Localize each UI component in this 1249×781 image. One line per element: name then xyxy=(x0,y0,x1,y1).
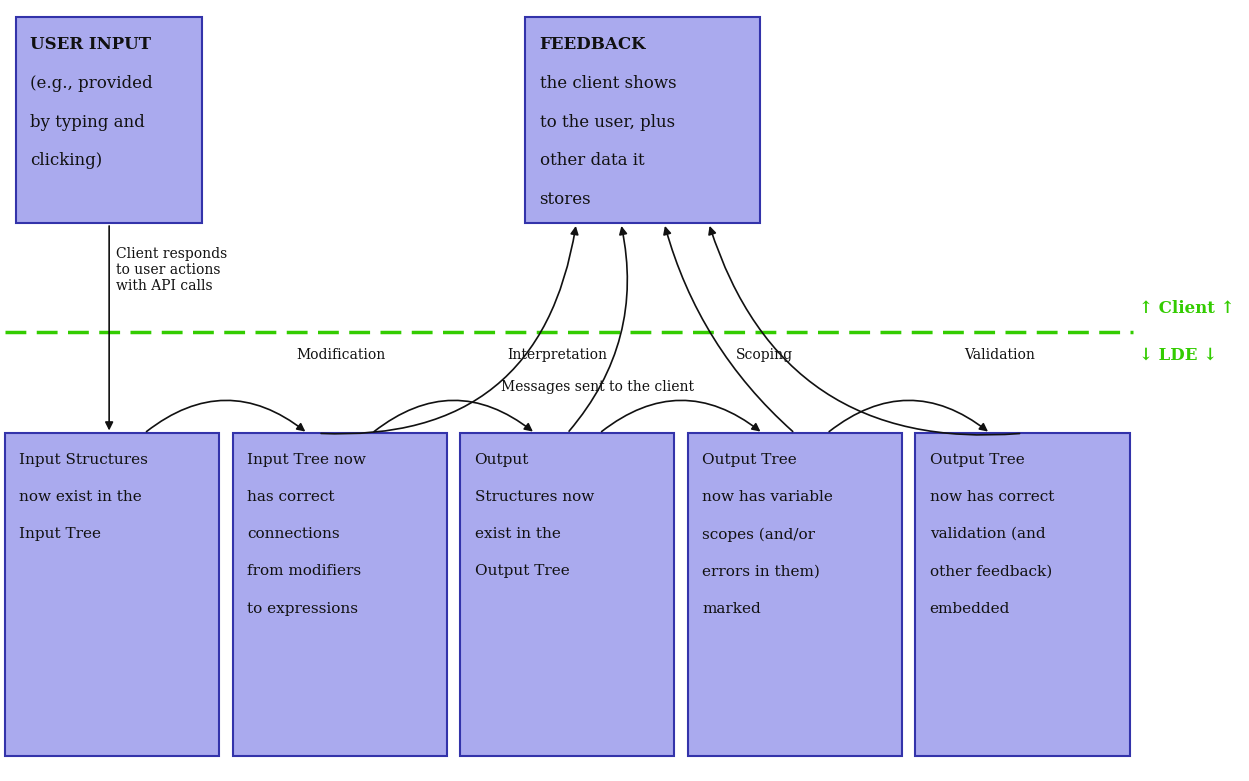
Text: (e.g., provided: (e.g., provided xyxy=(30,75,152,92)
Text: other feedback): other feedback) xyxy=(929,565,1052,579)
Text: Scoping: Scoping xyxy=(736,348,793,362)
Text: from modifiers: from modifiers xyxy=(247,565,361,579)
FancyBboxPatch shape xyxy=(688,433,902,756)
Text: the client shows: the client shows xyxy=(540,75,676,92)
Text: USER INPUT: USER INPUT xyxy=(30,37,151,53)
Text: now has correct: now has correct xyxy=(929,490,1054,504)
Text: scopes (and/or: scopes (and/or xyxy=(702,527,816,541)
Text: marked: marked xyxy=(702,601,761,615)
FancyBboxPatch shape xyxy=(5,433,220,756)
FancyBboxPatch shape xyxy=(16,17,202,223)
Text: now exist in the: now exist in the xyxy=(20,490,142,504)
Text: Modification: Modification xyxy=(296,348,386,362)
Text: stores: stores xyxy=(540,191,591,208)
Text: by typing and: by typing and xyxy=(30,113,145,130)
Text: ↑ Client ↑: ↑ Client ↑ xyxy=(1139,300,1234,317)
Text: Structures now: Structures now xyxy=(475,490,593,504)
Text: Interpretation: Interpretation xyxy=(507,348,607,362)
Text: clicking): clicking) xyxy=(30,152,102,169)
Text: Output Tree: Output Tree xyxy=(702,453,797,467)
Text: ↓ LDE ↓: ↓ LDE ↓ xyxy=(1139,347,1218,364)
Text: to expressions: to expressions xyxy=(247,601,358,615)
Text: other data it: other data it xyxy=(540,152,644,169)
Text: errors in them): errors in them) xyxy=(702,565,821,579)
Text: now has variable: now has variable xyxy=(702,490,833,504)
Text: Input Tree now: Input Tree now xyxy=(247,453,366,467)
Text: FEEDBACK: FEEDBACK xyxy=(540,37,646,53)
Text: Client responds
to user actions
with API calls: Client responds to user actions with API… xyxy=(116,247,227,293)
Text: Output: Output xyxy=(475,453,528,467)
Text: Messages sent to the client: Messages sent to the client xyxy=(501,380,694,394)
Text: Input Tree: Input Tree xyxy=(20,527,101,541)
Text: Output Tree: Output Tree xyxy=(475,565,570,579)
Text: exist in the: exist in the xyxy=(475,527,561,541)
Text: to the user, plus: to the user, plus xyxy=(540,113,674,130)
Text: connections: connections xyxy=(247,527,340,541)
FancyBboxPatch shape xyxy=(525,17,759,223)
FancyBboxPatch shape xyxy=(460,433,674,756)
FancyBboxPatch shape xyxy=(232,433,447,756)
Text: validation (and: validation (and xyxy=(929,527,1045,541)
FancyBboxPatch shape xyxy=(916,433,1129,756)
Text: Output Tree: Output Tree xyxy=(929,453,1024,467)
Text: Input Structures: Input Structures xyxy=(20,453,149,467)
Text: Validation: Validation xyxy=(964,348,1035,362)
Text: embedded: embedded xyxy=(929,601,1010,615)
Text: has correct: has correct xyxy=(247,490,335,504)
